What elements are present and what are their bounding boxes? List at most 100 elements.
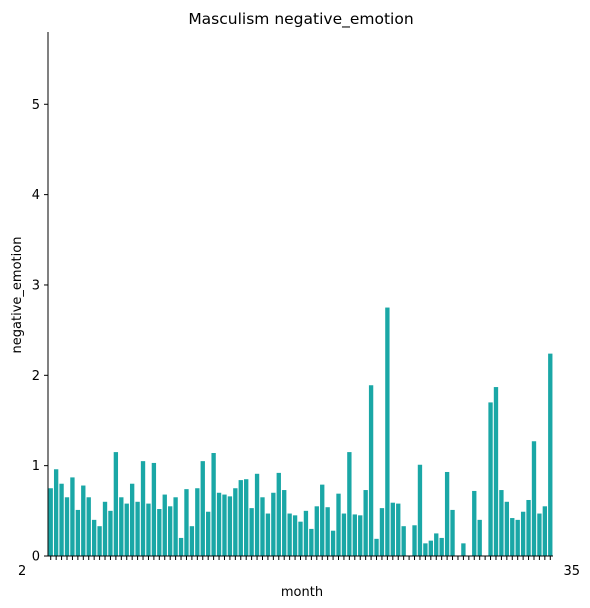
bar (119, 497, 124, 556)
bar (75, 509, 81, 556)
bar (238, 480, 243, 556)
bar (417, 464, 423, 556)
bar (81, 485, 86, 556)
bar (401, 526, 406, 556)
bar (330, 530, 336, 556)
y-tick-label: 3 (32, 278, 40, 293)
bar (200, 461, 205, 556)
y-axis-ticks: 0 1 2 3 4 5 (32, 98, 48, 565)
y-tick-label: 5 (32, 98, 40, 113)
bar (162, 494, 167, 556)
bar (124, 503, 129, 556)
bar (129, 483, 135, 556)
bar (477, 519, 482, 556)
bar (303, 510, 309, 556)
bar (102, 501, 108, 556)
bar (336, 493, 341, 556)
y-axis-title: negative_emotion (10, 237, 25, 354)
bar (151, 462, 157, 556)
bar (341, 513, 347, 556)
bar (244, 479, 249, 556)
bar (428, 540, 433, 556)
bar (211, 453, 216, 556)
bar (168, 506, 173, 556)
y-tick-label: 4 (32, 188, 40, 203)
bar (70, 477, 75, 556)
bar (520, 511, 526, 556)
bar (260, 497, 265, 556)
chart-title: Masculism negative_emotion (188, 10, 413, 29)
bar (146, 503, 151, 556)
bars (48, 307, 553, 556)
bar (184, 489, 189, 556)
bar (548, 353, 553, 556)
bar (439, 537, 444, 556)
bar (352, 514, 357, 556)
bar (254, 473, 260, 556)
y-tick-label: 2 (32, 369, 40, 384)
bar (396, 503, 401, 556)
bar (423, 543, 428, 556)
bar (206, 511, 211, 556)
y-tick-label: 0 (32, 550, 40, 565)
bar (531, 441, 537, 556)
bar (298, 521, 303, 556)
bar (488, 402, 493, 556)
bar (292, 515, 298, 556)
bar (282, 490, 287, 556)
bar (537, 513, 542, 556)
bar (493, 387, 499, 556)
x-tick-label-last: 35 (563, 564, 580, 579)
x-tick-label-first: 2 (18, 564, 26, 579)
x-axis-title: month (281, 585, 323, 600)
bar (157, 509, 162, 556)
bar (526, 499, 531, 556)
y-tick-label: 1 (32, 459, 40, 474)
bar (178, 537, 184, 556)
bar (233, 488, 238, 556)
bar (510, 518, 515, 556)
bar (265, 513, 271, 556)
bar (450, 509, 455, 556)
bar (390, 502, 395, 556)
bar (189, 526, 195, 556)
bar (385, 307, 390, 556)
bar (287, 513, 292, 556)
bar (249, 508, 254, 556)
bar (271, 492, 276, 556)
bar (461, 543, 466, 556)
bar (97, 526, 102, 556)
bar (542, 506, 548, 556)
bar (444, 471, 450, 556)
bar (91, 519, 97, 556)
bar (227, 496, 233, 556)
bar (222, 494, 227, 556)
bar (412, 525, 417, 556)
bar (173, 497, 178, 556)
bar (325, 507, 330, 556)
bar (48, 488, 53, 556)
bar (309, 528, 314, 556)
bar (108, 510, 113, 556)
bar (368, 385, 374, 556)
bar (472, 490, 477, 556)
bar (347, 452, 352, 556)
bar (140, 461, 146, 556)
bar (216, 492, 222, 556)
bar (314, 506, 319, 556)
bar (195, 488, 200, 556)
bar (53, 469, 59, 556)
bar (434, 533, 439, 556)
bar (374, 538, 379, 556)
bar (358, 515, 363, 556)
bar (499, 490, 504, 556)
bar (86, 497, 91, 556)
bar (59, 483, 64, 556)
bar (379, 508, 385, 556)
bar (64, 497, 70, 556)
bar (320, 484, 325, 556)
bar (515, 519, 520, 556)
bar (363, 490, 368, 556)
bar (276, 472, 281, 556)
